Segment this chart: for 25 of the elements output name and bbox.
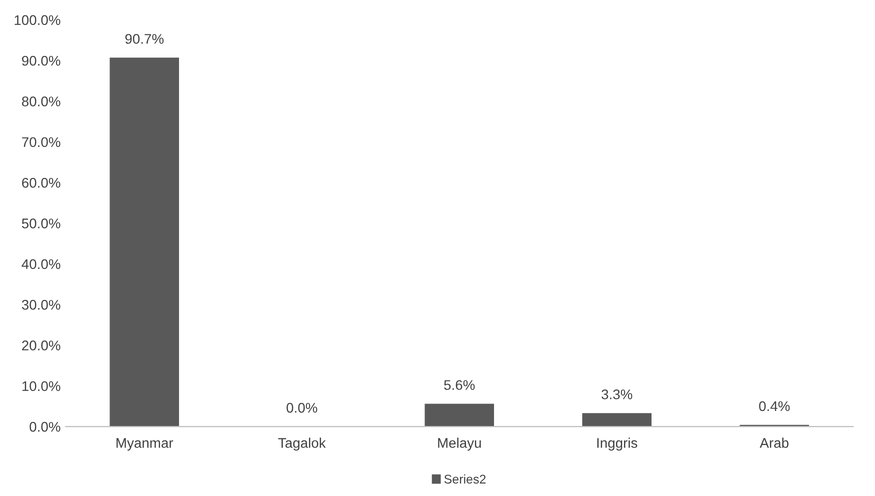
y-tick-label: 30.0% xyxy=(22,300,60,310)
data-label: 3.3% xyxy=(602,389,632,400)
x-tick-label: Melayu xyxy=(438,438,481,451)
x-tick-label: Tagalok xyxy=(278,438,326,451)
y-tick-label: 20.0% xyxy=(22,340,60,350)
x-tick-label: Myanmar xyxy=(116,438,174,451)
bar xyxy=(582,413,652,427)
y-tick-label: 60.0% xyxy=(22,178,60,188)
legend-label: Series2 xyxy=(444,474,486,484)
data-label: 90.7% xyxy=(125,34,164,44)
y-tick-label: 40.0% xyxy=(22,259,60,270)
y-tick-label: 0.0% xyxy=(30,422,60,432)
y-tick-label: 100.0% xyxy=(14,15,60,26)
data-label: 0.0% xyxy=(286,402,318,413)
bar xyxy=(424,404,494,427)
y-tick-label: 10.0% xyxy=(22,381,60,392)
bar xyxy=(110,58,180,427)
y-tick-label: 50.0% xyxy=(22,218,60,228)
x-tick-label: Inggris xyxy=(597,438,638,451)
y-tick-label: 90.0% xyxy=(22,56,60,66)
data-label: 5.6% xyxy=(444,380,475,390)
y-tick-label: 80.0% xyxy=(22,96,60,106)
y-tick-label: 70.0% xyxy=(22,137,60,148)
x-tick-label: Arab xyxy=(760,438,788,448)
data-label: 0.4% xyxy=(759,401,790,412)
